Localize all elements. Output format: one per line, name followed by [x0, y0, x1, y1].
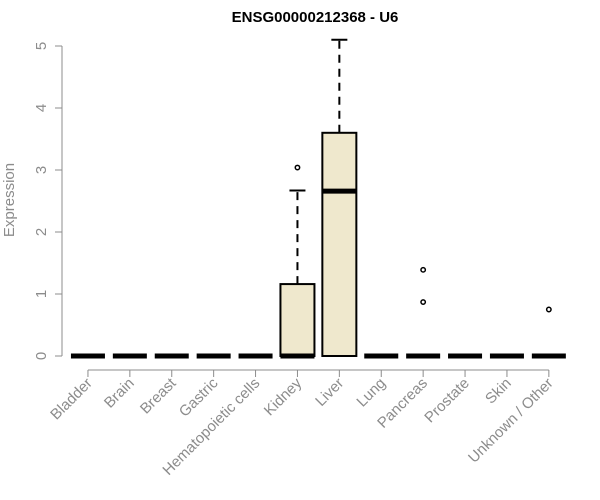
x-tick-label: Brain — [101, 375, 138, 412]
x-tick-label: Lung — [353, 375, 389, 411]
y-axis-label: Expression — [1, 163, 18, 237]
boxes-layer — [70, 38, 566, 359]
y-tick-label: 1 — [33, 290, 50, 298]
box-iqr — [321, 131, 358, 357]
chart-title: ENSG00000212368 - U6 — [232, 9, 399, 26]
box-unknown-other — [531, 306, 566, 359]
outlier-point — [294, 164, 301, 171]
outlier-point — [420, 299, 427, 306]
x-tick-label: Skin — [482, 375, 515, 408]
x-tick-label: Kidney — [261, 374, 306, 419]
y-tick-label: 3 — [33, 166, 50, 174]
x-tick-label: Bladder — [47, 375, 96, 424]
y-tick-label: 4 — [33, 104, 50, 112]
y-axis: 0 1 2 3 4 5 — [33, 42, 63, 360]
box-pancreas — [406, 266, 441, 359]
outlier-point — [420, 266, 427, 273]
y-tick-label: 5 — [33, 42, 50, 50]
x-tick-label: Prostate — [421, 375, 473, 427]
box-iqr — [279, 283, 316, 357]
x-tick-label: Liver — [312, 375, 347, 410]
y-tick-label: 2 — [33, 228, 50, 236]
y-tick-label: 0 — [33, 352, 50, 360]
outlier-point — [545, 306, 552, 313]
x-tick-label: Breast — [137, 374, 180, 417]
box-liver — [321, 38, 358, 357]
box-kidney — [279, 164, 316, 359]
